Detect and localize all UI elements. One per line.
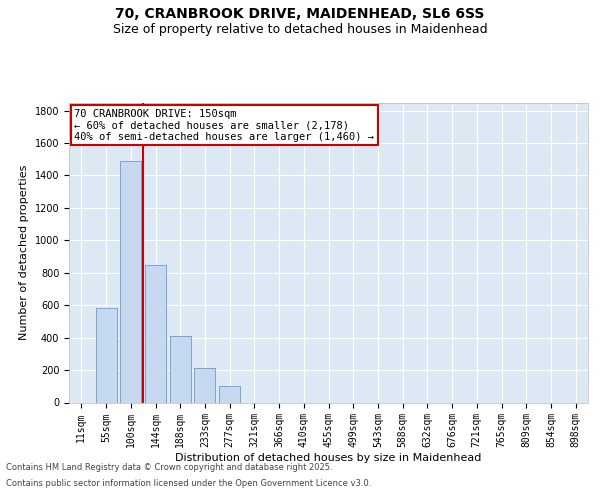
Text: Contains HM Land Registry data © Crown copyright and database right 2025.: Contains HM Land Registry data © Crown c… xyxy=(6,464,332,472)
Y-axis label: Number of detached properties: Number of detached properties xyxy=(19,165,29,340)
Bar xyxy=(95,308,116,402)
Bar xyxy=(120,161,141,402)
Bar xyxy=(219,386,240,402)
X-axis label: Distribution of detached houses by size in Maidenhead: Distribution of detached houses by size … xyxy=(175,453,482,463)
Bar xyxy=(194,368,215,402)
Text: 70, CRANBROOK DRIVE, MAIDENHEAD, SL6 6SS: 70, CRANBROOK DRIVE, MAIDENHEAD, SL6 6SS xyxy=(115,8,485,22)
Text: Contains public sector information licensed under the Open Government Licence v3: Contains public sector information licen… xyxy=(6,478,371,488)
Bar xyxy=(170,336,191,402)
Text: 70 CRANBROOK DRIVE: 150sqm
← 60% of detached houses are smaller (2,178)
40% of s: 70 CRANBROOK DRIVE: 150sqm ← 60% of deta… xyxy=(74,108,374,142)
Text: Size of property relative to detached houses in Maidenhead: Size of property relative to detached ho… xyxy=(113,22,487,36)
Bar xyxy=(145,264,166,402)
